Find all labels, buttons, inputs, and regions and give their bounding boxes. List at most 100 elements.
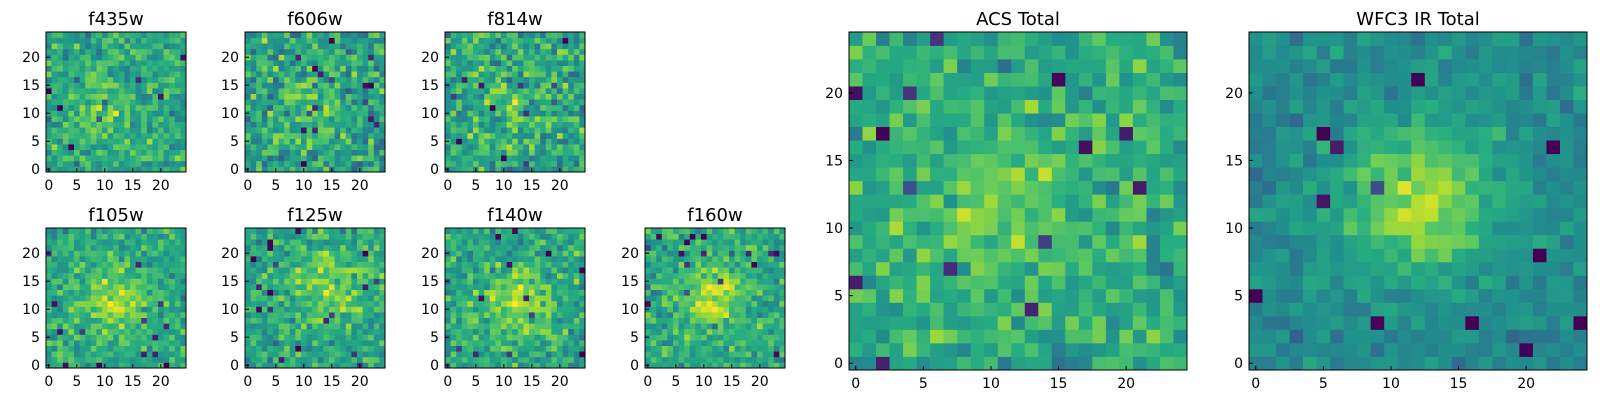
y-tick-label: 15 — [22, 274, 40, 290]
heatmap-cell — [102, 76, 108, 83]
heatmap-cell — [152, 149, 159, 156]
heatmap-cell — [267, 71, 274, 78]
heatmap-cell — [169, 48, 176, 55]
heatmap-cell — [267, 37, 274, 44]
heatmap-cell — [289, 334, 296, 341]
heatmap-cell — [250, 340, 257, 346]
heatmap-cell — [501, 323, 507, 330]
heatmap-cell — [957, 329, 972, 344]
heatmap-cell — [245, 160, 251, 167]
heatmap-cell — [113, 60, 120, 66]
heatmap-cell — [261, 356, 268, 363]
heatmap-cell — [261, 60, 268, 66]
heatmap-cell — [130, 284, 136, 290]
heatmap-cell — [534, 244, 541, 251]
y-tick-label: 15 — [421, 274, 439, 290]
heatmap-cell — [362, 233, 369, 240]
heatmap-cell — [862, 342, 877, 357]
heatmap-cell — [135, 244, 142, 251]
heatmap-cell — [373, 149, 380, 156]
heatmap-cell — [673, 328, 679, 335]
heatmap-cell — [534, 289, 541, 296]
heatmap-cell — [1105, 221, 1120, 236]
heatmap-cell — [135, 82, 142, 89]
heatmap-cell — [362, 88, 369, 94]
heatmap-cell — [997, 275, 1012, 290]
heatmap-cell — [107, 256, 114, 262]
heatmap-cell — [689, 306, 696, 313]
heatmap-cell — [997, 126, 1012, 141]
heatmap-cell — [751, 351, 758, 358]
heatmap-cell — [501, 149, 507, 156]
heatmap-cell — [278, 65, 285, 72]
heatmap-cell — [124, 233, 131, 240]
heatmap-cell — [773, 317, 780, 324]
heatmap-cell — [273, 295, 279, 302]
heatmap-cell — [379, 43, 386, 50]
heatmap-cell — [345, 60, 352, 66]
heatmap-cell — [334, 60, 341, 66]
heatmap-cell — [46, 289, 52, 296]
heatmap-cell — [340, 306, 347, 313]
heatmap-cell — [141, 312, 148, 318]
heatmap-cell — [768, 356, 775, 363]
heatmap-cell — [473, 160, 479, 167]
heatmap-cell — [562, 32, 569, 38]
heatmap-cell — [284, 334, 291, 341]
heatmap-cell — [678, 306, 685, 313]
heatmap-cell — [723, 356, 730, 363]
heatmap-cell — [373, 272, 380, 279]
heatmap-cell — [152, 356, 159, 363]
heatmap-cell — [256, 132, 263, 139]
heatmap-cell — [130, 65, 136, 72]
heatmap-cell — [473, 43, 479, 50]
heatmap-cell — [695, 351, 702, 358]
heatmap-cell — [684, 306, 691, 313]
heatmap-cell — [916, 261, 931, 276]
heatmap-cell — [46, 284, 52, 290]
heatmap-cell — [68, 82, 75, 89]
heatmap-cell — [568, 289, 575, 296]
heatmap-cell — [368, 121, 375, 128]
heatmap-cell — [124, 71, 131, 78]
heatmap-cell — [46, 356, 52, 363]
heatmap-cell — [74, 76, 80, 83]
heatmap-cell — [673, 261, 679, 268]
heatmap-cell — [261, 267, 268, 274]
heatmap-cell — [46, 48, 52, 55]
heatmap-cell — [484, 88, 491, 94]
heatmap-cell — [289, 323, 296, 330]
heatmap-cell — [478, 312, 485, 318]
heatmap-cell — [997, 329, 1012, 344]
heatmap-cell — [180, 284, 187, 290]
heatmap-cell — [273, 160, 279, 167]
heatmap-cell — [1038, 126, 1053, 141]
heatmap-cell — [130, 261, 136, 268]
heatmap-cell — [579, 228, 586, 234]
heatmap-cell — [573, 284, 580, 290]
heatmap-cell — [368, 76, 375, 83]
heatmap-cell — [729, 228, 735, 234]
heatmap-cell — [478, 289, 485, 296]
heatmap-cell — [57, 328, 64, 335]
heatmap-cell — [473, 121, 479, 128]
heatmap-cell — [79, 65, 86, 72]
heatmap-cell — [557, 272, 563, 279]
heatmap-cell — [456, 121, 463, 128]
heatmap-cell — [284, 256, 291, 262]
heatmap-cell — [534, 132, 541, 139]
heatmap-cell — [876, 302, 890, 317]
heatmap-cell — [551, 121, 558, 128]
heatmap-cell — [562, 272, 569, 279]
heatmap-cell — [345, 99, 352, 106]
heatmap-cell — [645, 312, 651, 318]
heatmap-cell — [512, 43, 519, 50]
heatmap-cell — [689, 278, 696, 285]
heatmap-cell — [695, 244, 702, 251]
heatmap-cell — [174, 37, 181, 44]
heatmap-cell — [368, 71, 375, 78]
heatmap-cell — [506, 104, 513, 111]
heatmap-cell — [74, 289, 80, 296]
heatmap-cell — [495, 54, 502, 61]
heatmap-cell — [357, 272, 363, 279]
